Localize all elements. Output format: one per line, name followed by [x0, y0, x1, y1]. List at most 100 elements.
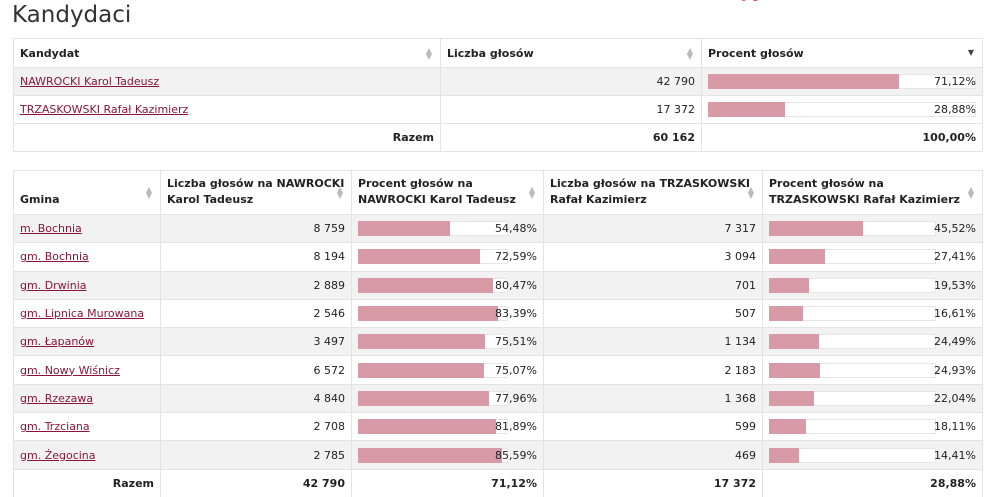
table-row: gm. Żegocina 2 785 85,59% 469 14,41%	[13, 440, 983, 470]
percent-bar: 54,48%	[358, 221, 537, 237]
percent-value: 45,52%	[934, 222, 976, 236]
percent-bar-fill	[358, 277, 493, 293]
percent-bar-fill	[769, 277, 809, 293]
sort-icon: ▲ ▼	[145, 185, 152, 200]
gmina-name-link[interactable]: gm. Trzciana	[20, 420, 90, 434]
percent-bar-cell: 77,96%	[351, 383, 544, 414]
header-votes[interactable]: Liczba głosów ▲ ▼	[440, 38, 702, 68]
percent-bar: 24,49%	[769, 334, 976, 350]
header-percent[interactable]: Procent głosów ▼	[701, 38, 983, 68]
votes-a-value: 2 785	[160, 440, 352, 470]
sort-icon: ▲ ▼	[747, 185, 754, 200]
percent-value: 83,39%	[495, 307, 537, 321]
percent-bar-fill	[358, 334, 485, 350]
percent-bar-cell: 24,93%	[762, 355, 983, 385]
candidate-name-link[interactable]: TRZASKOWSKI Rafał Kazimierz	[20, 103, 189, 116]
percent-bar-cell: 45,52%	[762, 213, 983, 244]
page-title: Kandydaci	[12, 2, 132, 28]
candidate-name-link[interactable]: NAWROCKI Karol Tadeusz	[20, 75, 160, 88]
gmina-name-cell: gm. Drwinia	[13, 270, 161, 300]
percent-bar: 75,51%	[358, 334, 537, 350]
gmina-name-link[interactable]: gm. Nowy Wiśnicz	[20, 363, 120, 377]
percent-value: 54,48%	[495, 222, 537, 236]
header-percent-a[interactable]: Procent głosów na NAWROCKI Karol Tadeusz…	[351, 170, 544, 215]
percent-value: 85,59%	[495, 448, 537, 462]
table-row: gm. Rzezawa 4 840 77,96% 1 368 22,04%	[13, 383, 983, 414]
percent-bar-fill	[769, 362, 820, 378]
gmina-name-link[interactable]: gm. Lipnica Murowana	[20, 307, 145, 321]
percent-bar: 14,41%	[769, 447, 976, 463]
percent-bar-cell: 16,61%	[762, 298, 983, 329]
percent-bar-cell: 19,53%	[762, 270, 983, 300]
sort-icon: ▲ ▼	[967, 185, 974, 200]
percent-bar: 71,12%	[708, 74, 976, 89]
percent-bar-cell: 80,47%	[351, 270, 544, 300]
votes-b-value: 469	[543, 440, 763, 470]
municipalities-table: Gmina ▲ ▼ Liczba głosów na NAWROCKI Karol …	[13, 170, 983, 497]
votes-a-value: 6 572	[160, 355, 352, 385]
percent-value: 71,12%	[934, 75, 976, 88]
sort-icon: ▲ ▼	[528, 185, 535, 200]
table-row: gm. Drwinia 2 889 80,47% 701 19,53%	[13, 270, 983, 300]
percent-bar: 81,89%	[358, 419, 537, 435]
percent-value: 18,11%	[934, 420, 976, 434]
votes-b-value: 1 134	[543, 327, 763, 357]
percent-value: 16,61%	[934, 307, 976, 321]
votes-b-value: 701	[543, 270, 763, 300]
votes-value: 42 790	[440, 67, 702, 96]
percent-bar-fill	[358, 362, 484, 378]
table-row: m. Bochnia 8 759 54,48% 7 317 45,52%	[13, 213, 983, 244]
percent-value: 28,88%	[934, 103, 976, 116]
percent-bar-fill	[769, 419, 806, 435]
gmina-name-cell: gm. Rzezawa	[13, 383, 161, 414]
table-row: gm. Trzciana 2 708 81,89% 599 18,11%	[13, 412, 983, 442]
percent-bar-cell: 83,39%	[351, 298, 544, 329]
gmina-name-link[interactable]: gm. Żegocina	[20, 448, 96, 462]
percent-value: 72,59%	[495, 250, 537, 264]
percent-bar: 22,04%	[769, 390, 976, 406]
votes-a-value: 2 708	[160, 412, 352, 442]
gmina-name-link[interactable]: gm. Drwinia	[20, 278, 87, 292]
header-votes-b[interactable]: Liczba głosów na TRZASKOWSKI Rafał Kazim…	[543, 170, 763, 215]
percent-bar-cell: 27,41%	[762, 242, 983, 272]
percent-bar-cell: 14,41%	[762, 440, 983, 470]
percent-bar-cell: 28,88%	[701, 95, 983, 124]
percent-value: 80,47%	[495, 278, 537, 292]
gmina-name-cell: m. Bochnia	[13, 213, 161, 244]
percent-value: 75,07%	[495, 363, 537, 377]
percent-bar-fill	[708, 74, 899, 89]
sort-icon: ▲ ▼	[336, 185, 343, 200]
header-candidate[interactable]: Kandydat ▲ ▼	[13, 38, 441, 68]
gmina-name-link[interactable]: gm. Rzezawa	[20, 391, 94, 405]
percent-value: 24,49%	[934, 335, 976, 349]
sort-icon: ▲ ▼	[686, 46, 693, 61]
percent-bar-fill	[358, 447, 502, 463]
votes-a-value: 2 546	[160, 298, 352, 329]
votes-b-value: 2 183	[543, 355, 763, 385]
gmina-name-link[interactable]: gm. Bochnia	[20, 250, 89, 264]
percent-bar-fill	[769, 306, 803, 322]
sort-desc-icon: ▼	[967, 48, 974, 57]
header-gmina[interactable]: Gmina ▲ ▼	[13, 170, 161, 215]
percent-bar-cell: 72,59%	[351, 242, 544, 272]
gmina-name-link[interactable]: m. Bochnia	[20, 222, 82, 236]
total-percent-b: 28,88%	[762, 468, 983, 497]
percent-bar-fill	[769, 221, 863, 237]
percent-bar-fill	[358, 306, 498, 322]
percent-value: 14,41%	[934, 448, 976, 462]
percent-bar-fill	[769, 249, 825, 265]
votes-b-value: 3 094	[543, 242, 763, 272]
header-votes-a[interactable]: Liczba głosów na NAWROCKI Karol Tadeusz ▲…	[160, 170, 352, 215]
votes-b-value: 1 368	[543, 383, 763, 414]
percent-bar-cell: 18,11%	[762, 412, 983, 442]
percent-value: 22,04%	[934, 391, 976, 405]
percent-bar: 19,53%	[769, 277, 976, 293]
percent-value: 19,53%	[934, 278, 976, 292]
percent-bar-cell: 85,59%	[351, 440, 544, 470]
percent-bar-fill	[358, 221, 450, 237]
total-percent-a: 71,12%	[351, 468, 544, 497]
gmina-name-link[interactable]: gm. Łapanów	[20, 335, 95, 349]
header-percent-b[interactable]: Procent głosów na TRZASKOWSKI Rafał Kazi…	[762, 170, 983, 215]
percent-value: 27,41%	[934, 250, 976, 264]
gmina-name-cell: gm. Lipnica Murowana	[13, 298, 161, 329]
